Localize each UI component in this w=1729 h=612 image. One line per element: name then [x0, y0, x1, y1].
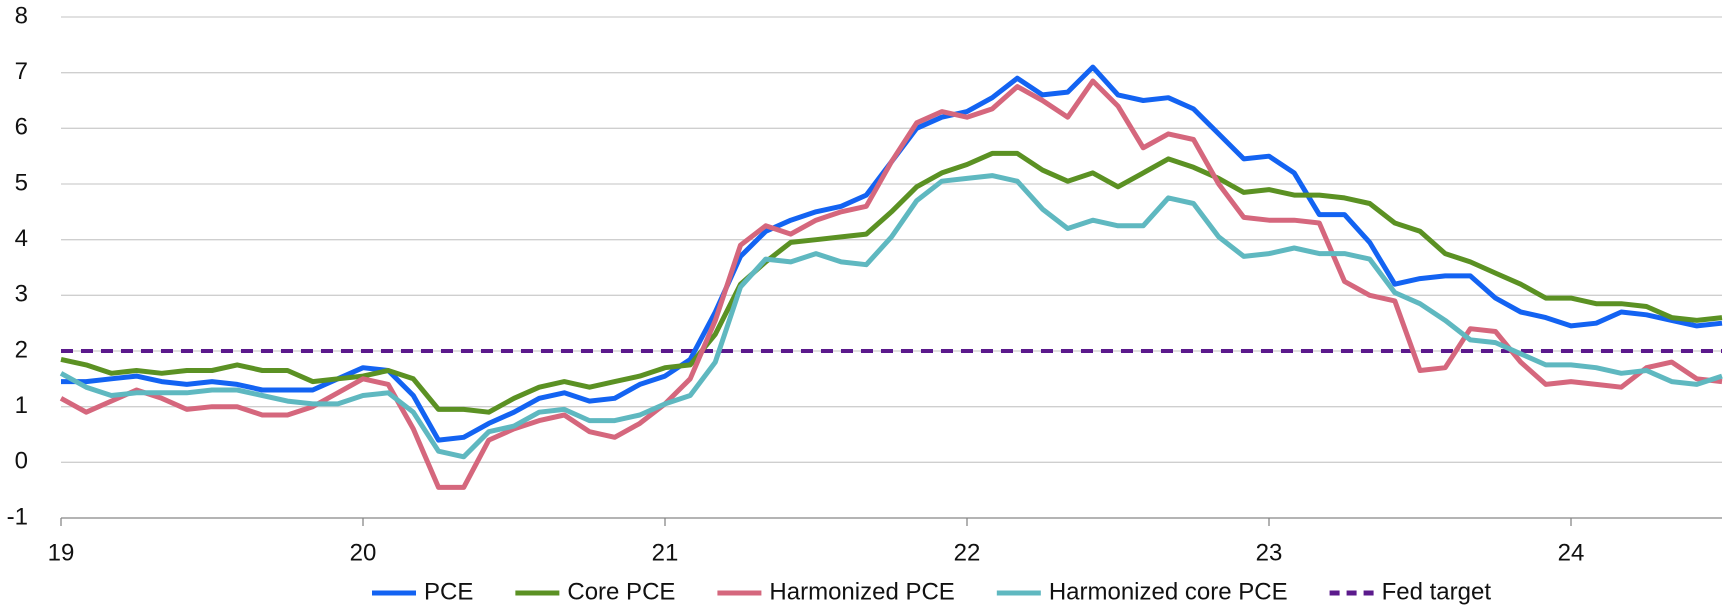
legend-label: Harmonized core PCE [1049, 578, 1288, 605]
legend-label: PCE [424, 578, 473, 605]
legend: PCE Core PCE Harmonized PCE Harmonized core… [372, 578, 1491, 605]
x-tick-label: 21 [652, 539, 679, 566]
y-tick-label: 4 [15, 225, 28, 252]
legend-label: Fed target [1382, 578, 1492, 605]
y-tick-label: 3 [15, 281, 28, 308]
y-tick-label: 6 [15, 114, 28, 141]
y-tick-label: 2 [15, 336, 28, 363]
y-tick-label: 1 [15, 392, 28, 419]
series-line [61, 64, 1723, 443]
y-tick-label: 8 [15, 2, 28, 29]
series-line [60, 150, 1723, 415]
series-line [59, 78, 1723, 490]
y-tick-label: 5 [15, 169, 28, 196]
legend-label: Core PCE [567, 578, 675, 605]
x-tick-label: 22 [954, 539, 981, 566]
x-tick-label: 19 [48, 539, 75, 566]
x-tick-label: 20 [350, 539, 377, 566]
y-tick-label: 7 [15, 58, 28, 85]
series-line [59, 173, 1723, 460]
x-tick-label: 24 [1558, 539, 1585, 566]
y-tick-label: -1 [7, 503, 28, 530]
x-tick-label: 23 [1256, 539, 1283, 566]
legend-label: Harmonized PCE [769, 578, 954, 605]
y-tick-label: 0 [15, 448, 28, 475]
